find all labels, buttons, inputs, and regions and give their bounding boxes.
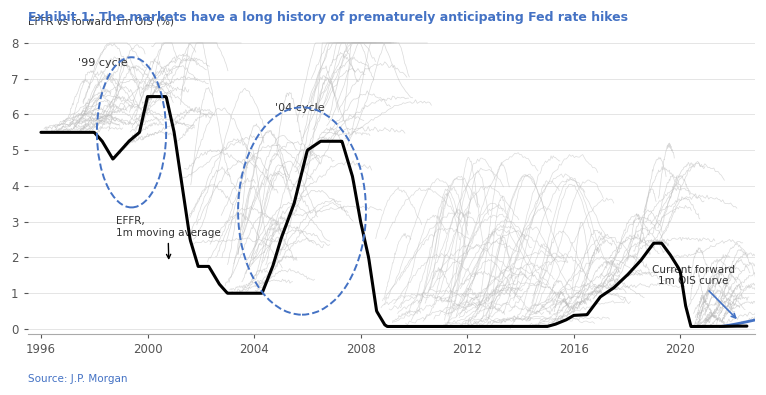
Text: Current forward
1m OIS curve: Current forward 1m OIS curve xyxy=(652,265,735,318)
Text: EFFR vs forward 1m OIS (%): EFFR vs forward 1m OIS (%) xyxy=(28,16,174,26)
Text: '99 cycle: '99 cycle xyxy=(78,58,128,68)
Text: Source: J.P. Morgan: Source: J.P. Morgan xyxy=(28,374,127,384)
Text: EFFR,
1m moving average: EFFR, 1m moving average xyxy=(116,216,221,258)
Text: Exhibit 1: The markets have a long history of prematurely anticipating Fed rate : Exhibit 1: The markets have a long histo… xyxy=(28,11,627,24)
Text: '04 cycle: '04 cycle xyxy=(276,103,325,113)
